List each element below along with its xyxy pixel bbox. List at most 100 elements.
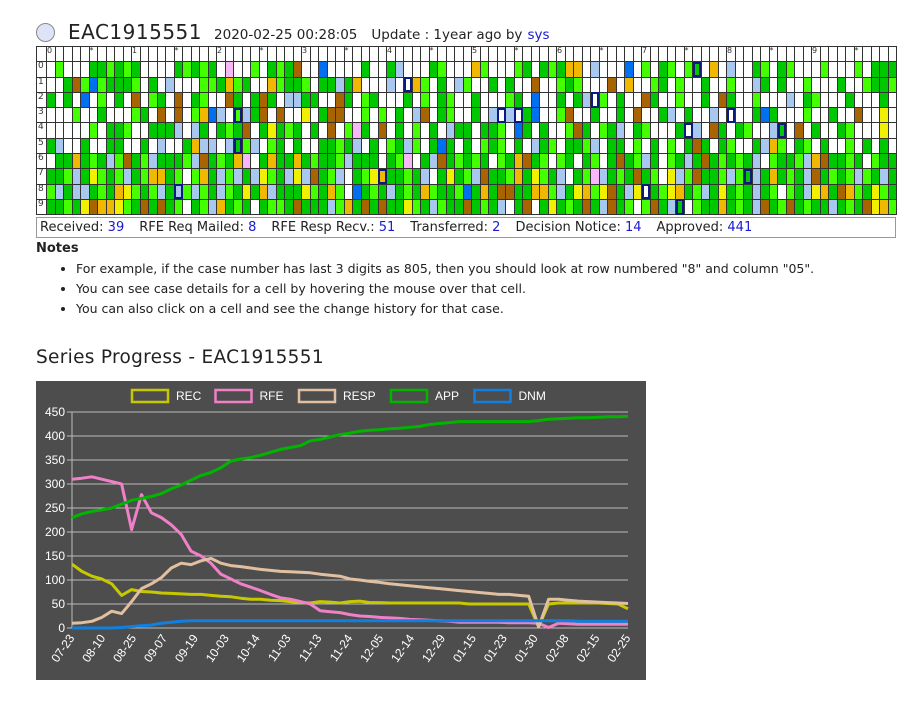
- case-cell[interactable]: [411, 122, 421, 139]
- case-cell[interactable]: [607, 198, 617, 216]
- case-cell[interactable]: [590, 183, 600, 200]
- case-cell[interactable]: [726, 107, 736, 124]
- case-cell[interactable]: [122, 183, 132, 200]
- case-cell[interactable]: [862, 153, 872, 170]
- case-cell[interactable]: [598, 137, 608, 155]
- case-cell[interactable]: [794, 198, 804, 216]
- case-cell[interactable]: [267, 153, 277, 170]
- case-cell[interactable]: [139, 183, 149, 200]
- case-cell[interactable]: [666, 153, 676, 170]
- case-cell[interactable]: [437, 122, 447, 139]
- case-cell[interactable]: [71, 183, 81, 200]
- case-cell[interactable]: [700, 91, 710, 109]
- case-cell[interactable]: [88, 91, 98, 109]
- case-cell[interactable]: [471, 198, 481, 216]
- case-cell[interactable]: [63, 183, 73, 200]
- case-cell[interactable]: [292, 198, 302, 216]
- case-cell[interactable]: [794, 76, 804, 93]
- case-cell[interactable]: [71, 76, 81, 93]
- case-cell[interactable]: [811, 137, 821, 155]
- case-cell[interactable]: [122, 122, 132, 139]
- case-cell[interactable]: [428, 107, 438, 124]
- case-cell[interactable]: [97, 183, 107, 200]
- case-cell[interactable]: [241, 198, 251, 216]
- case-cell[interactable]: [233, 153, 243, 170]
- case-cell[interactable]: [190, 61, 200, 78]
- case-cell[interactable]: [479, 183, 489, 200]
- case-cell[interactable]: [632, 122, 642, 139]
- case-cell[interactable]: [46, 107, 56, 124]
- case-cell[interactable]: [505, 183, 515, 200]
- case-cell[interactable]: [547, 122, 557, 139]
- case-cell[interactable]: [751, 198, 761, 216]
- case-cell[interactable]: [632, 61, 642, 78]
- case-cell[interactable]: [607, 183, 617, 200]
- case-cell[interactable]: [258, 137, 268, 155]
- case-cell[interactable]: [547, 153, 557, 170]
- case-cell[interactable]: [743, 198, 753, 216]
- case-cell[interactable]: [105, 122, 115, 139]
- case-cell[interactable]: [666, 61, 676, 78]
- case-cell[interactable]: [573, 61, 583, 78]
- case-cell[interactable]: [615, 76, 625, 93]
- case-cell[interactable]: [241, 153, 251, 170]
- case-cell[interactable]: [335, 107, 345, 124]
- case-cell[interactable]: [641, 168, 651, 185]
- case-cell[interactable]: [666, 122, 676, 139]
- case-cell[interactable]: [734, 76, 744, 93]
- case-cell[interactable]: [530, 198, 540, 216]
- case-cell[interactable]: [862, 91, 872, 109]
- case-cell[interactable]: [216, 122, 226, 139]
- case-cell[interactable]: [377, 91, 387, 109]
- case-cell[interactable]: [182, 61, 192, 78]
- case-cell[interactable]: [420, 137, 430, 155]
- case-cell[interactable]: [216, 198, 226, 216]
- case-cell[interactable]: [165, 183, 175, 200]
- case-cell[interactable]: [105, 168, 115, 185]
- case-cell[interactable]: [97, 122, 107, 139]
- case-cell[interactable]: [199, 168, 209, 185]
- case-cell[interactable]: [437, 137, 447, 155]
- case-cell[interactable]: [105, 107, 115, 124]
- case-cell[interactable]: [233, 91, 243, 109]
- case-cell[interactable]: [224, 91, 234, 109]
- case-cell[interactable]: [292, 76, 302, 93]
- case-cell[interactable]: [377, 61, 387, 78]
- case-cell[interactable]: [828, 153, 838, 170]
- case-cell[interactable]: [709, 183, 719, 200]
- case-cell[interactable]: [131, 198, 141, 216]
- case-cell[interactable]: [335, 122, 345, 139]
- case-cell[interactable]: [836, 183, 846, 200]
- case-cell[interactable]: [556, 153, 566, 170]
- case-cell[interactable]: [513, 153, 523, 170]
- case-cell[interactable]: [148, 61, 158, 78]
- case-cell[interactable]: [700, 76, 710, 93]
- case-cell[interactable]: [734, 137, 744, 155]
- case-cell[interactable]: [598, 168, 608, 185]
- case-cell[interactable]: [131, 137, 141, 155]
- case-cell[interactable]: [292, 61, 302, 78]
- case-cell[interactable]: [853, 107, 863, 124]
- case-cell[interactable]: [513, 91, 523, 109]
- case-cell[interactable]: [811, 107, 821, 124]
- case-cell[interactable]: [573, 137, 583, 155]
- case-cell[interactable]: [326, 91, 336, 109]
- case-cell[interactable]: [258, 168, 268, 185]
- case-cell[interactable]: [139, 137, 149, 155]
- case-cell[interactable]: [462, 168, 472, 185]
- case-cell[interactable]: [267, 137, 277, 155]
- case-cell[interactable]: [182, 168, 192, 185]
- case-cell[interactable]: [641, 91, 651, 109]
- case-cell[interactable]: [386, 122, 396, 139]
- case-cell[interactable]: [760, 198, 770, 216]
- case-cell[interactable]: [360, 183, 370, 200]
- case-cell[interactable]: [760, 107, 770, 124]
- case-cell[interactable]: [496, 76, 506, 93]
- case-cell[interactable]: [496, 107, 506, 124]
- case-cell[interactable]: [326, 107, 336, 124]
- case-cell[interactable]: [862, 76, 872, 93]
- case-cell[interactable]: [853, 76, 863, 93]
- case-cell[interactable]: [564, 137, 574, 155]
- case-cell[interactable]: [182, 107, 192, 124]
- case-cell[interactable]: [488, 198, 498, 216]
